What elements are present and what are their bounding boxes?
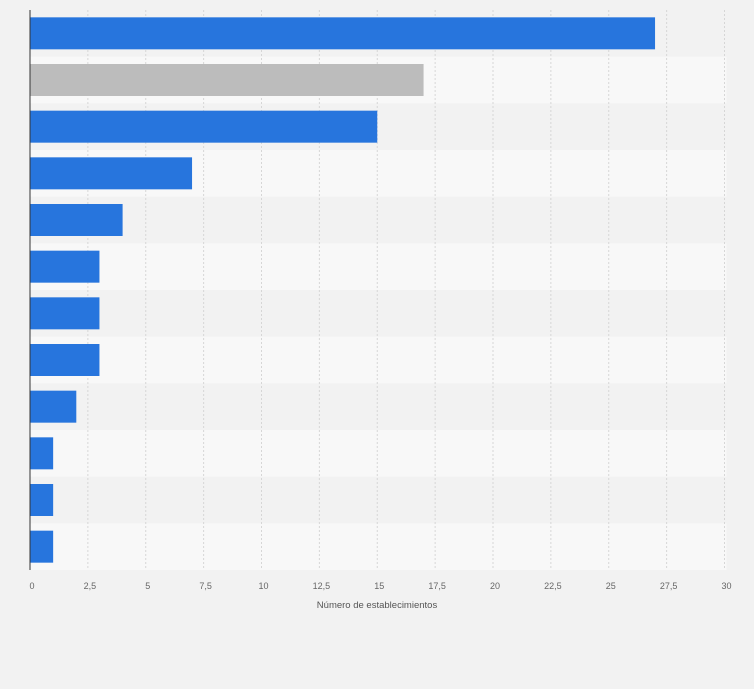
x-tick-label: 15 bbox=[374, 581, 384, 591]
bar[interactable] bbox=[30, 484, 54, 516]
bar[interactable] bbox=[30, 17, 656, 50]
bar[interactable] bbox=[30, 110, 378, 143]
bar[interactable] bbox=[30, 157, 193, 190]
bar[interactable] bbox=[30, 344, 100, 376]
x-tick-label: 12,5 bbox=[313, 581, 331, 591]
row-band bbox=[30, 243, 727, 290]
row-band bbox=[30, 523, 727, 570]
x-tick-label: 7,5 bbox=[199, 581, 212, 591]
row-band bbox=[30, 196, 727, 244]
x-tick-label: 5 bbox=[145, 581, 150, 591]
x-tick-label: 27,5 bbox=[660, 581, 678, 591]
x-tick-label: 10 bbox=[258, 581, 268, 591]
row-band bbox=[30, 476, 727, 524]
x-tick-label: 22,5 bbox=[544, 581, 562, 591]
bar[interactable] bbox=[30, 390, 77, 423]
row-band bbox=[30, 383, 727, 430]
bar[interactable] bbox=[30, 437, 54, 470]
bar[interactable] bbox=[30, 297, 100, 330]
bar[interactable] bbox=[30, 250, 100, 283]
bar[interactable] bbox=[30, 64, 424, 96]
x-axis-label: Número de establecimientos bbox=[317, 600, 438, 611]
row-band bbox=[30, 290, 727, 337]
bar[interactable] bbox=[30, 204, 123, 236]
row-band bbox=[30, 430, 727, 477]
x-tick-label: 25 bbox=[606, 581, 616, 591]
x-tick-label: 20 bbox=[490, 581, 500, 591]
x-tick-label: 17,5 bbox=[428, 581, 446, 591]
x-tick-label: 2,5 bbox=[84, 581, 97, 591]
bar[interactable] bbox=[30, 530, 54, 563]
x-tick-label: 30 bbox=[721, 581, 731, 591]
x-tick-label: 0 bbox=[29, 581, 34, 591]
row-band bbox=[30, 336, 727, 384]
